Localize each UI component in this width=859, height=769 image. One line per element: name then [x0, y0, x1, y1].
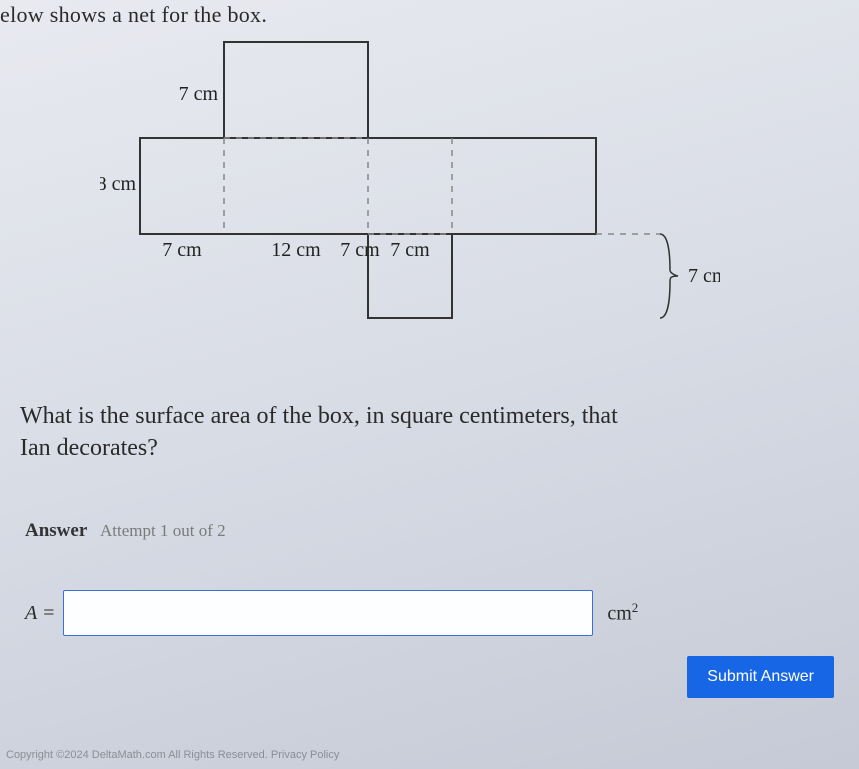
unit-base: cm: [607, 603, 631, 625]
label-top-7cm: 7 cm: [179, 83, 219, 105]
label-seg3-7cm: 7 cm: [390, 239, 430, 261]
label-bottom-12cm: 12 cm: [271, 239, 321, 261]
question-text: What is the surface area of the box, in …: [20, 400, 820, 465]
surface-area-input[interactable]: [63, 590, 593, 636]
question-line-1: What is the surface area of the box, in …: [20, 403, 618, 429]
answer-header: Answer Attempt 1 out of 2: [25, 520, 226, 542]
footer-copyright: Copyright ©2024 DeltaMath.com All Rights…: [6, 749, 339, 761]
label-bottom-7cm-2: 7 cm: [340, 239, 380, 261]
submit-answer-button[interactable]: Submit Answer: [687, 656, 834, 698]
label-left-8cm: 8 cm: [100, 173, 136, 195]
answer-label: Answer: [25, 520, 87, 541]
unit-label: cm2: [607, 600, 638, 626]
page-header-fragment: elow shows a net for the box.: [0, 2, 267, 28]
unit-exponent: 2: [632, 600, 639, 615]
a-equals-label: A =: [25, 602, 55, 625]
attempt-counter: Attempt 1 out of 2: [100, 521, 226, 540]
question-line-2: Ian decorates?: [20, 435, 158, 461]
answer-input-row: A = cm2: [25, 590, 638, 636]
label-bottom-7cm-1: 7 cm: [162, 239, 202, 261]
label-brace-7cm: 7 cm: [688, 265, 720, 287]
net-diagram: 7 cm 8 cm 7 cm 12 cm 7 cm 7 cm 7 cm 7 cm: [100, 30, 720, 400]
